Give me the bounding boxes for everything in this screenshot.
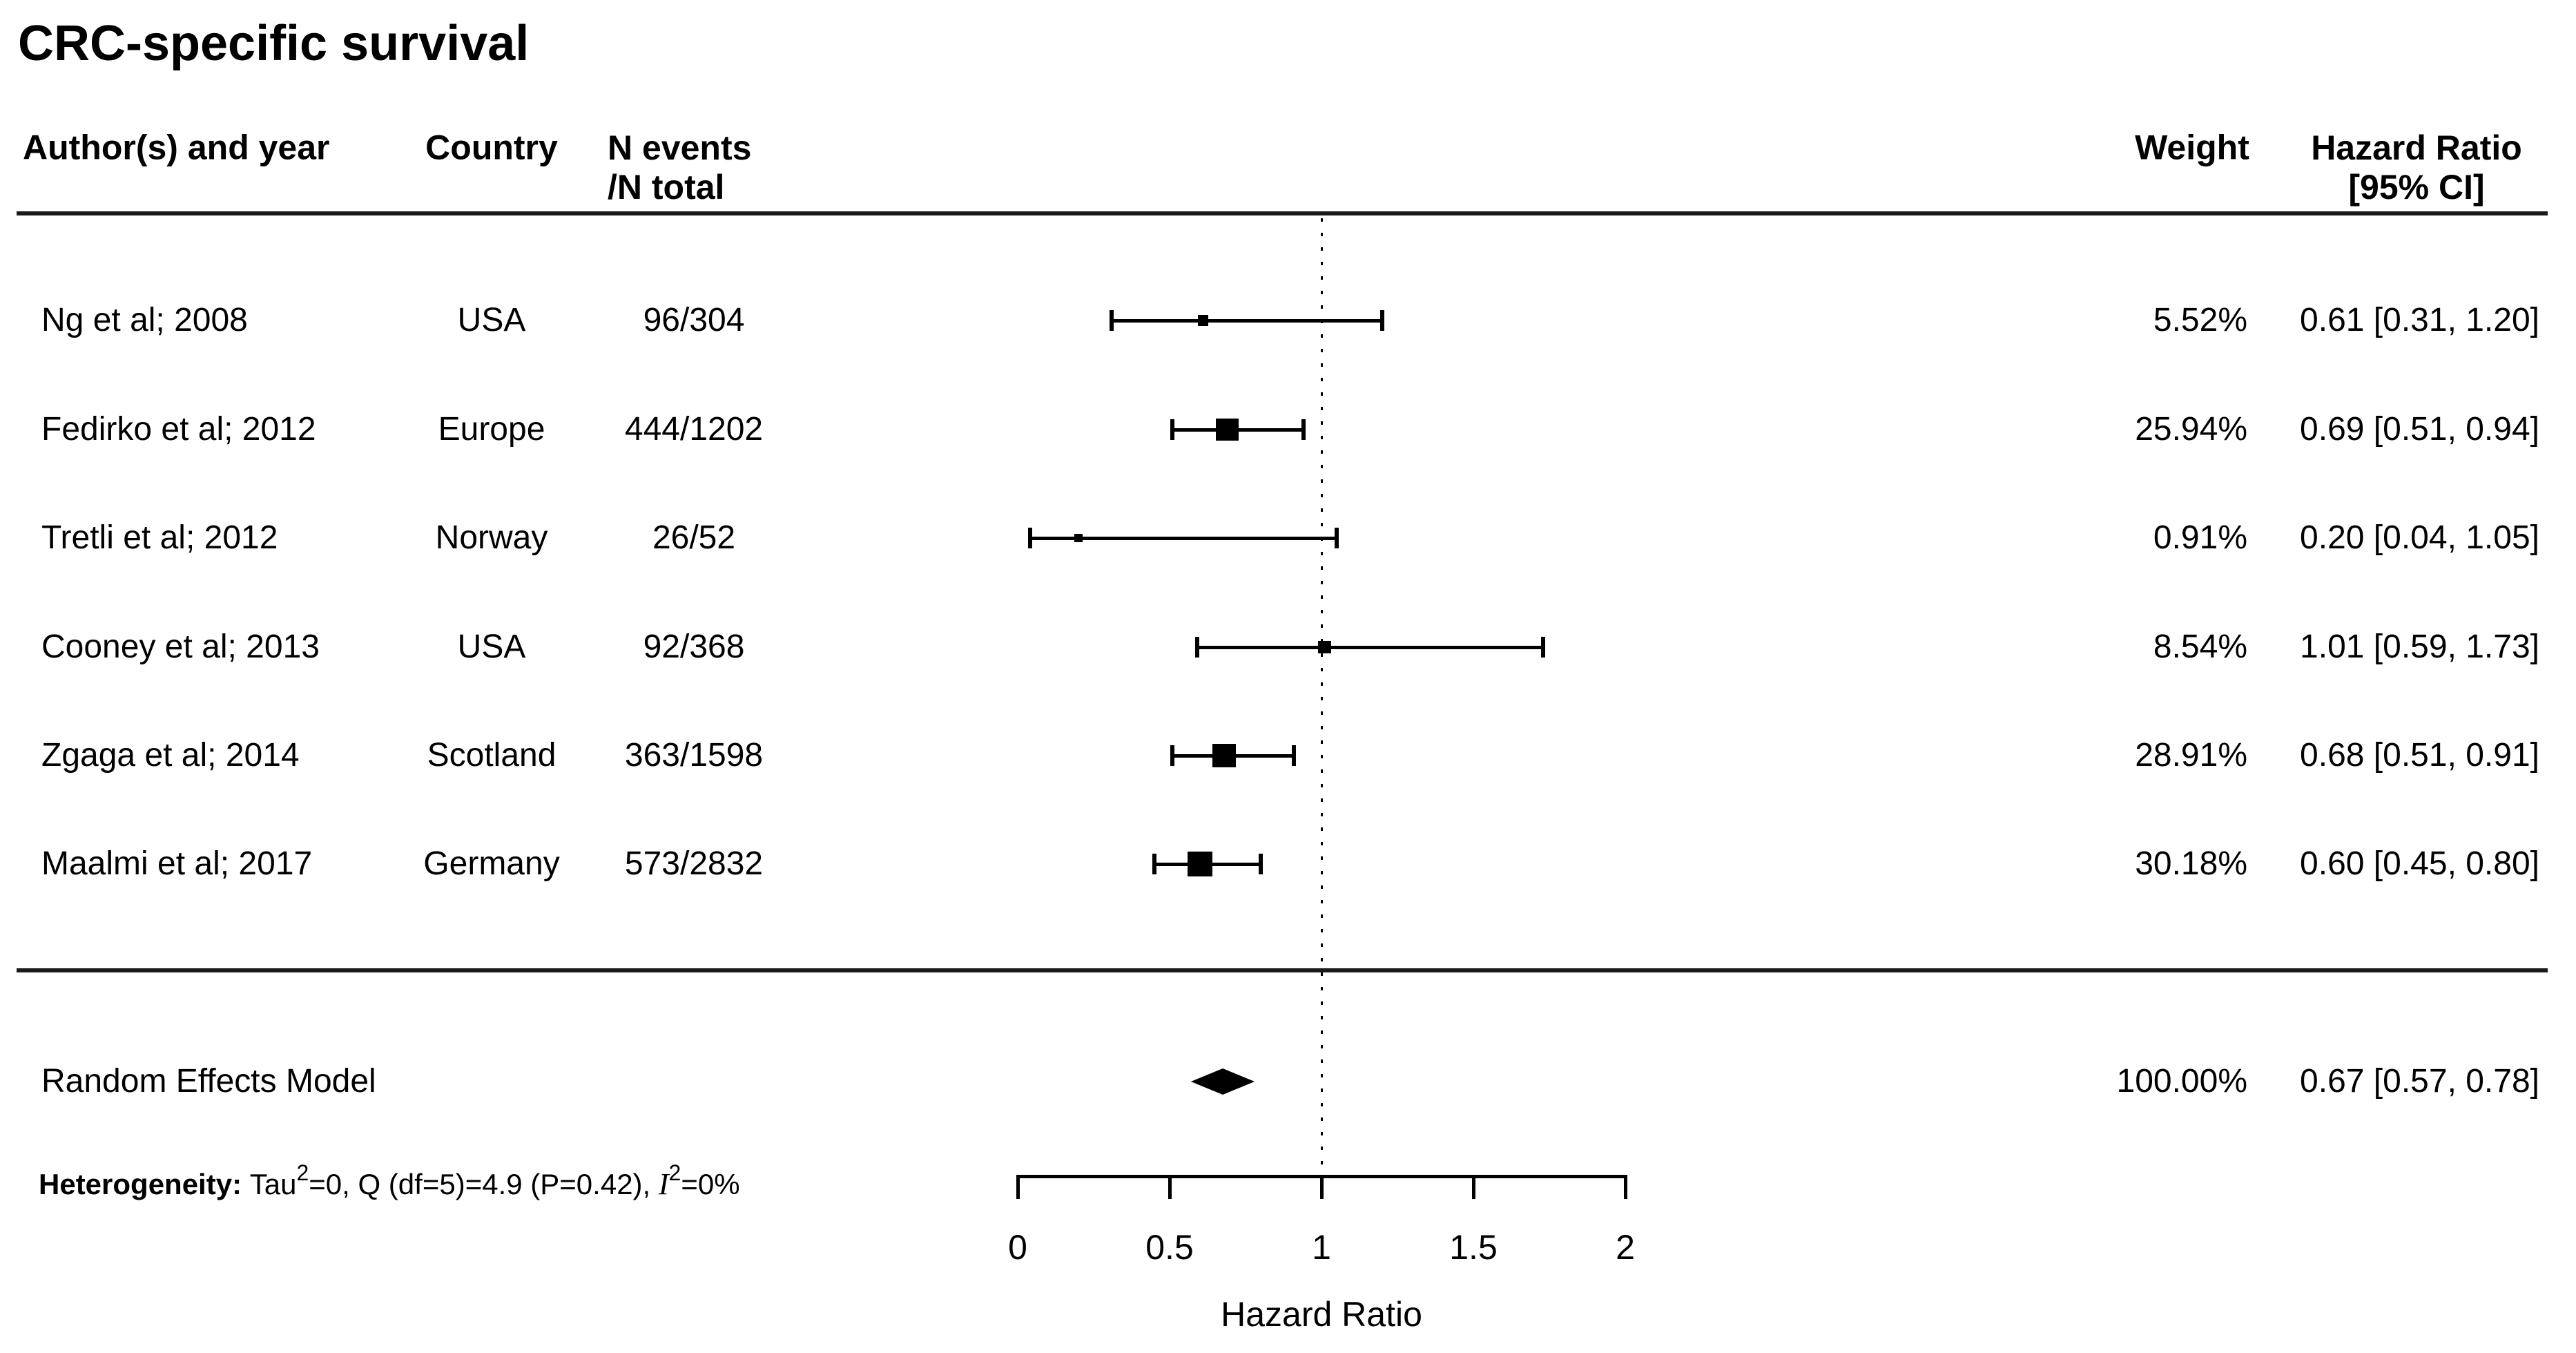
study-country: USA [457,628,526,665]
study-weight: 25.94% [2135,411,2247,448]
column-header-hazard-ratio-line2: [95% CI] [2348,168,2485,207]
x-axis-tick-label: 0.5 [1145,1228,1194,1267]
column-header-country: Country [425,128,558,167]
ci-cap-left [1152,854,1156,874]
study-n-events: 573/2832 [624,845,764,882]
study-hr-ci: 0.60 [0.45, 0.80] [2300,845,2539,882]
column-header-weight: Weight [2135,128,2249,167]
ci-line [1029,536,1337,540]
summary-weight: 100.00% [2116,1063,2248,1100]
study-hr-ci: 1.01 [0.59, 1.73] [2300,628,2539,665]
study-author: Fedirko et al; 2012 [41,411,316,448]
study-weight: 5.52% [2153,302,2247,338]
ci-cap-right [1259,854,1263,874]
study-country: Europe [438,411,545,448]
column-header-hazard-ratio-line1: Hazard Ratio [2311,128,2522,167]
column-header-n-events: N events /N total [608,128,751,207]
x-axis-tick-label: 1 [1312,1228,1331,1267]
study-hr-ci: 0.68 [0.51, 0.91] [2300,737,2539,774]
study-weight: 0.91% [2153,519,2247,556]
x-axis-tick [1623,1175,1627,1199]
summary-hr-ci: 0.67 [0.57, 0.78] [2300,1063,2539,1100]
heterogeneity-part: =0, Q (df=5)=4.9 (P=0.42), [309,1168,659,1200]
summary-diamond [1190,1068,1255,1095]
study-n-events: 96/304 [643,302,745,338]
heterogeneity-note: Heterogeneity: Tau2=0, Q (df=5)=4.9 (P=0… [39,1160,740,1202]
study-n-events: 26/52 [652,519,736,556]
column-header-n-events-line1: N events [608,128,752,167]
study-author: Maalmi et al; 2017 [41,845,313,882]
x-axis-tick [1471,1175,1475,1199]
column-header-n-events-line2: /N total [608,168,725,207]
ci-cap-right [1301,419,1306,440]
effect-square [1188,852,1212,876]
effect-square [1318,640,1331,654]
x-axis-tick [1319,1175,1324,1199]
study-n-events: 363/1598 [624,737,764,774]
ci-cap-right [1541,637,1546,658]
study-author: Cooney et al; 2013 [41,628,320,665]
x-axis-tick [1168,1175,1172,1199]
ci-cap-left [1170,745,1175,766]
study-hr-ci: 0.61 [0.31, 1.20] [2300,302,2539,338]
heterogeneity-part: 2 [668,1160,681,1185]
heterogeneity-part: =0% [681,1168,740,1200]
x-axis-tick-label: 1.5 [1449,1228,1498,1267]
x-axis-tick-label: 2 [1616,1228,1635,1267]
ci-cap-left [1027,528,1032,548]
plot-title: CRC-specific survival [18,16,530,71]
header-rule [17,211,2548,215]
study-country: Norway [435,519,548,556]
ci-line [1197,645,1544,649]
study-country: Scotland [427,737,556,774]
study-author: Ng et al; 2008 [41,302,248,338]
study-hr-ci: 0.20 [0.04, 1.05] [2300,519,2539,556]
ci-cap-left [1110,310,1114,331]
ci-cap-left [1194,637,1199,658]
column-header-hazard-ratio: Hazard Ratio [95% CI] [2311,128,2522,207]
heterogeneity-part: Tau [249,1168,297,1200]
x-axis-tick [1016,1175,1020,1199]
study-author: Zgaga et al; 2014 [41,737,300,774]
x-axis-tick-label: 0 [1008,1228,1027,1267]
ci-line [1112,318,1382,323]
ci-cap-right [1380,310,1384,331]
study-hr-ci: 0.69 [0.51, 0.94] [2300,411,2539,448]
summary-label: Random Effects Model [41,1063,376,1100]
effect-square [1212,743,1237,768]
study-country: USA [457,302,526,338]
study-author: Tretli et al; 2012 [41,519,278,556]
x-axis-title: Hazard Ratio [1221,1295,1422,1334]
heterogeneity-part: 2 [296,1160,309,1185]
study-weight: 30.18% [2135,845,2247,882]
heterogeneity-part: Heterogeneity: [39,1168,250,1200]
column-header-author: Author(s) and year [23,128,330,167]
study-n-events: 444/1202 [624,411,764,448]
reference-line [1320,218,1323,1175]
study-weight: 8.54% [2153,628,2247,665]
ci-cap-left [1170,419,1175,440]
effect-square [1216,418,1239,441]
study-country: Germany [423,845,560,882]
effect-square [1074,534,1083,542]
study-n-events: 92/368 [643,628,745,665]
summary-rule [17,968,2548,972]
ci-cap-right [1335,528,1339,548]
ci-cap-right [1292,745,1297,766]
heterogeneity-part: I [658,1167,669,1201]
effect-square [1197,315,1208,326]
study-weight: 28.91% [2135,737,2247,774]
